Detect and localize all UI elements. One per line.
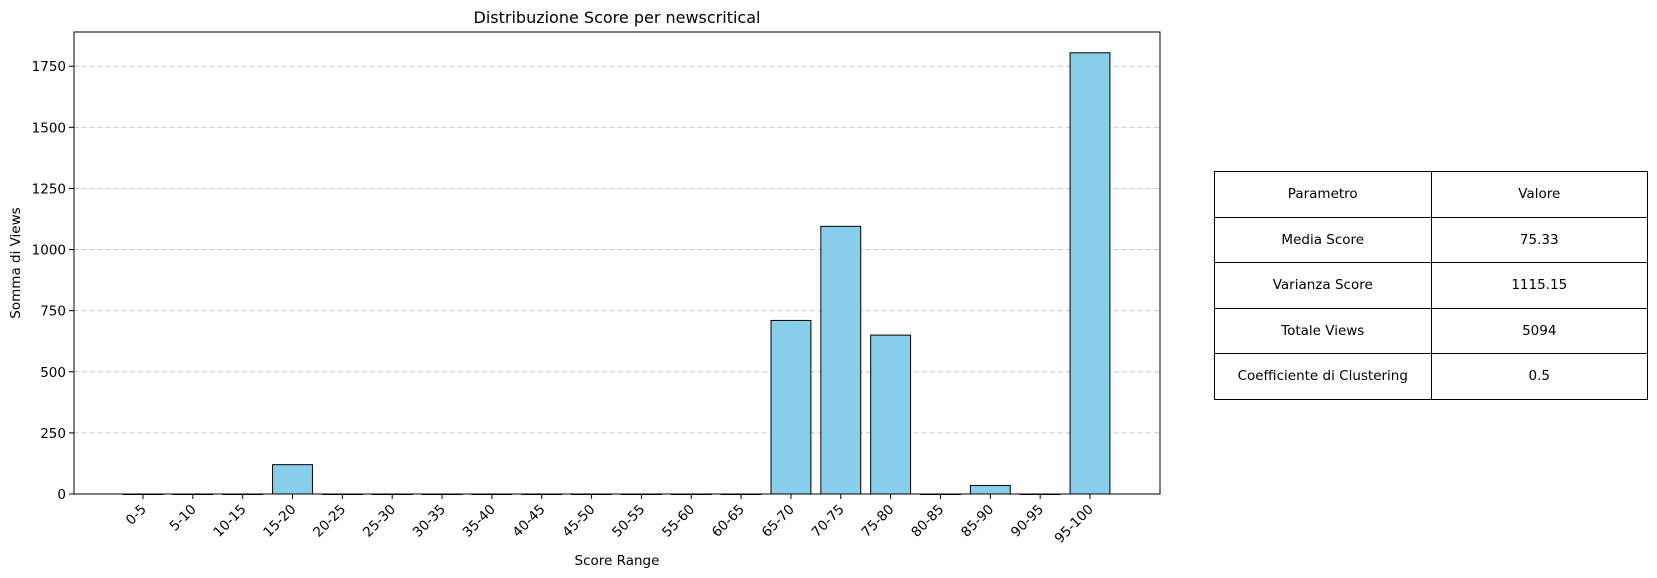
bar [1069,52,1111,495]
y-tick-label: 1000 [32,243,66,259]
x-axis: 0-5 5-10 10-15 15-20 20-25 25-30 30-35 35-40 40-… [123,494,1097,547]
table-cell: 0.5 [1430,353,1648,400]
chart-title: Distribuzione Score per newscritical [474,8,761,27]
y-tick-label: 250 [40,426,66,442]
x-tick-label: 85-90 [958,502,997,541]
plot-frame [73,31,1161,495]
table-header-cell: Valore [1430,171,1648,218]
table-row: Totale Views 5094 [1214,307,1648,354]
x-tick-label: 90-95 [1008,502,1047,541]
x-tick-label: 35-40 [460,502,499,541]
table-cell: Media Score [1214,216,1432,263]
x-tick-label: 5-10 [167,502,200,535]
x-tick-label: 75-80 [858,502,897,541]
y-tick-label: 750 [40,304,66,320]
y-tick-label: 1750 [32,59,66,75]
x-tick-label: 20-25 [310,502,349,541]
x-tick-label: 70-75 [809,502,848,541]
x-tick-label: 65-70 [759,502,798,541]
bar [870,334,912,495]
x-axis-label: Score Range [575,553,660,569]
x-tick-label: 40-45 [510,502,549,541]
table-cell: 5094 [1430,307,1648,354]
x-tick-label: 45-50 [559,502,598,541]
x-tick-label: 10-15 [210,502,249,541]
table-row: Media Score 75.33 [1214,216,1648,263]
table-cell: Coefficiente di Clustering [1214,353,1432,400]
x-tick-label: 95-100 [1052,502,1097,547]
table-header-row: Parametro Valore [1214,171,1648,218]
x-tick-label: 30-35 [410,502,449,541]
y-tick-label: 500 [40,365,66,381]
y-tick-label: 1500 [32,120,66,136]
x-tick-label: 0-5 [123,502,150,529]
x-tick-label: 60-65 [709,502,748,541]
bar [272,464,313,495]
table-cell: Varianza Score [1214,262,1432,309]
x-tick-label: 80-85 [908,502,947,541]
table-row: Coefficiente di Clustering 0.5 [1214,353,1648,400]
table-cell: 1115.15 [1430,262,1648,309]
bar-chart: Distribuzione Score per newscritical 0 25… [8,8,1161,569]
bar [770,319,812,495]
table-row: Varianza Score 1115.15 [1214,262,1648,309]
x-tick-label: 55-60 [659,502,698,541]
stats-table: Parametro Valore Media Score 75.33 Varia… [1214,171,1648,400]
grid-lines [74,65,1160,434]
bar [969,484,1011,495]
table-cell: 75.33 [1430,216,1648,263]
x-tick-label: 15-20 [260,502,299,541]
y-tick-label: 0 [57,487,66,503]
table-header-cell: Parametro [1214,171,1432,218]
x-tick-label: 50-55 [609,502,648,541]
table-cell: Totale Views [1214,307,1432,354]
x-tick-label: 25-30 [360,502,399,541]
bar [820,225,862,495]
y-axis: 0 250 500 750 1000 1250 1500 1750 [32,59,74,503]
y-tick-label: 1250 [32,181,66,197]
bars [122,52,1111,495]
y-axis-label: Somma di Views [8,207,24,318]
